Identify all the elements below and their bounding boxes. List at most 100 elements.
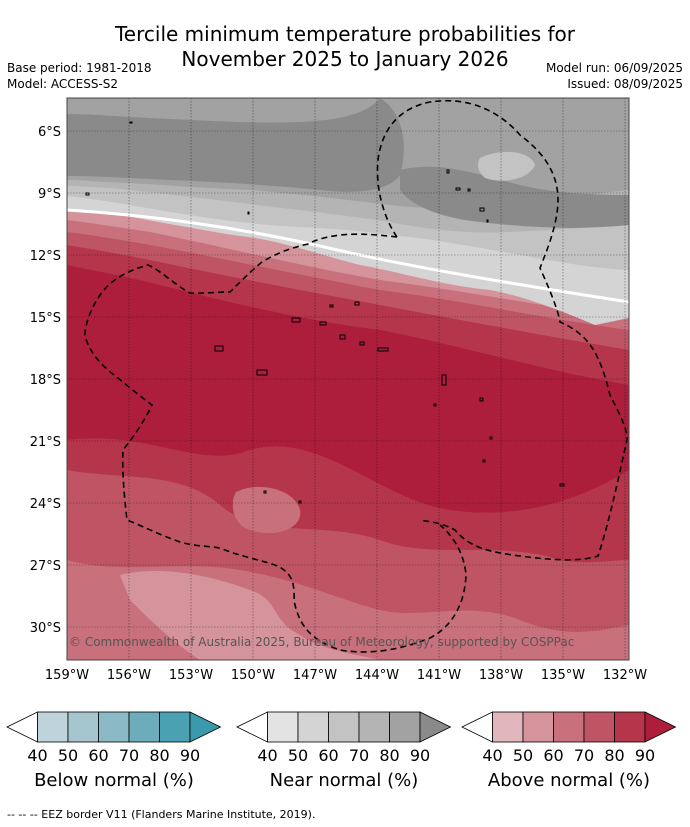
colorbar-tick-label: 60 — [318, 746, 338, 765]
colorbar-tick-label: 80 — [149, 746, 169, 765]
near-60-patch — [477, 151, 535, 181]
colorbar-segment — [67, 711, 99, 743]
near-normal-label: Near normal (%) — [269, 770, 419, 791]
colorbar-tick-label: 60 — [88, 746, 108, 765]
island — [479, 207, 485, 212]
below-normal-label: Below normal (%) — [34, 770, 194, 791]
colorbars: 40 50 60 70 80 90 40 50 60 70 80 90 40 50 60 70 80 90 — [6, 711, 677, 765]
longitude-label: 132°W — [603, 668, 647, 683]
near-90-region-a — [67, 98, 404, 192]
colorbar-segment — [128, 711, 160, 743]
colorbar-segment — [267, 711, 299, 743]
island — [489, 436, 493, 440]
colorbar-tick-label: 80 — [604, 746, 624, 765]
above-50-band — [67, 210, 629, 318]
above-70-patch-west — [67, 495, 105, 530]
colorbar-tick-label: 70 — [119, 746, 139, 765]
colorbar-segment — [389, 711, 421, 743]
longitude-label: 141°W — [417, 668, 461, 683]
eez-borders — [84, 100, 628, 653]
longitude-label: 138°W — [479, 668, 523, 683]
model-run: Model run: 06/09/2025 — [545, 61, 683, 75]
island — [559, 483, 565, 487]
latitude-label: 6°S — [38, 125, 61, 140]
island — [256, 369, 268, 376]
island — [441, 374, 447, 386]
island — [359, 341, 365, 346]
longitude-labels: 159°W 156°W 153°W 150°W 147°W 144°W 141°W 138°W… — [45, 668, 647, 683]
colorbar-segment — [492, 711, 524, 743]
longitude-label: 150°W — [231, 668, 275, 683]
title-line-1: Tercile minimum temperature probabilitie… — [114, 22, 576, 46]
colorbar-tick-label: 80 — [379, 746, 399, 765]
island — [329, 304, 334, 308]
latitude-label: 18°S — [30, 373, 61, 388]
colorbar-high-extend — [189, 711, 222, 743]
island — [377, 347, 389, 352]
longitude-label: 147°W — [293, 668, 337, 683]
colorbar-low-extend — [236, 711, 268, 743]
meta-right: Model run: 06/09/2025 Issued: 08/09/2025 — [546, 60, 683, 92]
longitude-label: 153°W — [169, 668, 213, 683]
colorbar-segment — [614, 711, 646, 743]
colorbar-tick-label: 70 — [574, 746, 594, 765]
near-80-strip-west — [67, 98, 380, 123]
colorbar-segment — [297, 711, 329, 743]
latitude-label: 27°S — [30, 559, 61, 574]
colorbar-high-extend — [644, 711, 677, 743]
island — [455, 187, 461, 191]
latitude-labels: 6°S 9°S 12°S 15°S 18°S 21°S 24°S 27°S 30°S — [30, 125, 61, 636]
colorbar-above-normal: 40 50 60 70 80 90 — [461, 711, 677, 765]
map-fill — [67, 98, 629, 660]
grid-lines — [66, 98, 629, 660]
longitude-label: 135°W — [541, 668, 585, 683]
map-frame — [66, 97, 630, 661]
colorbar-tick-label: 90 — [635, 746, 655, 765]
longitude-label: 159°W — [45, 668, 89, 683]
above-50-region-south — [120, 570, 380, 660]
island — [354, 301, 360, 306]
above-normal-label: Above normal (%) — [487, 770, 651, 791]
probability-map: 6°S 9°S 12°S 15°S 18°S 21°S 24°S 27°S 30°S 159°W… — [30, 97, 647, 683]
colorbar-near-normal: 40 50 60 70 80 90 — [236, 711, 452, 765]
latitude-label: 30°S — [30, 621, 61, 636]
latitude-label: 15°S — [30, 311, 61, 326]
issued-date: Issued: 08/09/2025 — [567, 77, 683, 91]
colorbar-tick-label: 60 — [543, 746, 563, 765]
latitude-label: 12°S — [30, 249, 61, 264]
colorbar-tick-label: 70 — [349, 746, 369, 765]
colorbar-segment — [522, 711, 554, 743]
island — [298, 500, 302, 504]
above-60-patch — [232, 486, 301, 534]
colorbar-tick-label: 40 — [27, 746, 47, 765]
colorbar-segment — [583, 711, 615, 743]
island — [263, 490, 267, 494]
title-line-2: November 2025 to January 2026 — [181, 47, 509, 71]
island — [247, 211, 250, 215]
category-boundary — [67, 208, 629, 304]
colorbar-tick-label: 40 — [257, 746, 277, 765]
colorbar-segment — [37, 711, 69, 743]
latitude-label: 9°S — [38, 187, 61, 202]
near-80-strip — [67, 98, 629, 128]
longitude-label: 144°W — [355, 668, 399, 683]
near-90-region-b — [400, 166, 629, 228]
island — [129, 121, 133, 124]
eez-border-west — [84, 233, 467, 653]
model-name: Model: ACCESS-S2 — [7, 77, 119, 91]
colorbar-high-extend — [419, 711, 452, 743]
colorbar-tick-label: 90 — [180, 746, 200, 765]
copyright-notice: © Commonwealth of Australia 2025, Bureau… — [69, 635, 574, 649]
longitude-label: 156°W — [107, 668, 151, 683]
island — [319, 321, 327, 326]
colorbar-segment — [328, 711, 360, 743]
colorbar-below-normal: 40 50 60 70 80 90 — [6, 711, 222, 765]
colorbar-segment — [553, 711, 585, 743]
colorbar-segment — [159, 711, 191, 743]
island — [85, 192, 90, 196]
colorbar-low-extend — [461, 711, 493, 743]
colorbar-tick-label: 50 — [513, 746, 533, 765]
colorbar-segment — [358, 711, 390, 743]
latitude-label: 24°S — [30, 497, 61, 512]
island — [446, 169, 450, 174]
